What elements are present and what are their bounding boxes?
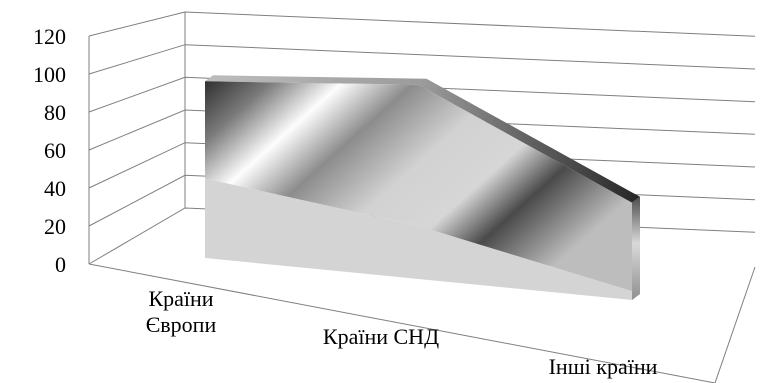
area-side-face <box>632 196 640 300</box>
y-tick-label: 20 <box>44 214 66 239</box>
area-series-upper <box>205 81 632 292</box>
gridline <box>88 44 756 75</box>
y-tick-label: 100 <box>33 62 66 87</box>
x-tick-label-line: Європи <box>146 312 217 337</box>
y-tick-label: 120 <box>33 24 66 49</box>
front-floor-edge <box>88 263 716 383</box>
x-tick-label-line: Країни СНД <box>323 324 439 349</box>
y-tick-label: 80 <box>44 100 66 125</box>
x-tick-label: Країни СНД <box>323 324 439 349</box>
area-series-lower <box>205 178 632 300</box>
y-tick-label: 0 <box>55 252 66 277</box>
right-floor-edge <box>714 266 756 383</box>
x-tick-label: Країни Європи <box>146 286 217 337</box>
y-tick-label: 40 <box>44 176 66 201</box>
x-tick-label: Інші країни <box>549 354 658 379</box>
x-tick-label-line: Країни <box>148 286 213 311</box>
x-tick-label-line: Інші країни <box>549 354 658 379</box>
gridline <box>88 11 756 37</box>
y-tick-label: 60 <box>44 138 66 163</box>
